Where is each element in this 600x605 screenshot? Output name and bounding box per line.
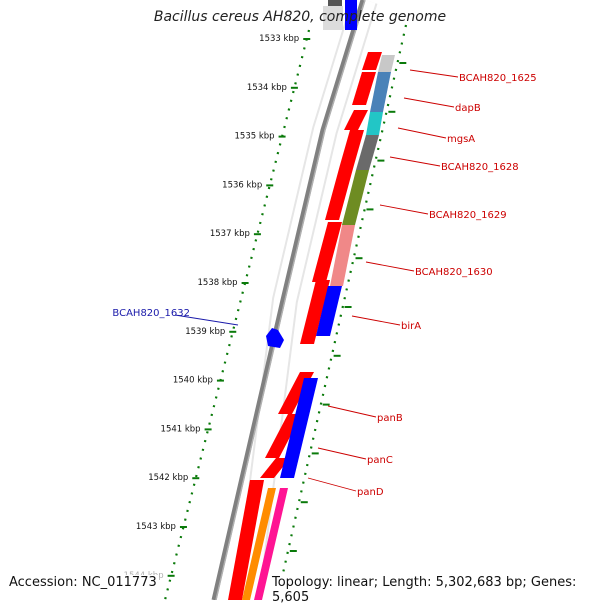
gene-label: panB	[377, 413, 403, 424]
gene-label: mgsA	[447, 134, 475, 145]
tick-label: 1536 kbp	[222, 180, 262, 190]
label-leader-line	[174, 314, 239, 326]
red-gene-arrow	[340, 130, 364, 165]
top-feature-grey	[323, 6, 343, 30]
tick-label: 1539 kbp	[185, 327, 225, 337]
tick-label: 1540 kbp	[173, 376, 213, 386]
label-leader-line	[317, 447, 367, 460]
topology-text: Topology: linear; Length: 5,302,683 bp; …	[270, 575, 600, 605]
gene-label: BCAH820_1632	[112, 308, 190, 319]
label-leader-line	[389, 156, 441, 167]
tick-label: 1542 kbp	[148, 473, 188, 483]
label-leader-line	[365, 261, 415, 272]
annotation-track-segment	[366, 112, 383, 135]
annotation-track-segment	[342, 170, 369, 225]
label-leader-line	[397, 127, 447, 139]
red-gene-arrow	[362, 52, 382, 70]
tick-label: 1533 kbp	[259, 34, 299, 44]
red-gene-arrow	[344, 110, 368, 130]
blue-gene-block	[316, 286, 342, 336]
label-leader-line	[409, 69, 459, 78]
label-leader-line	[379, 204, 429, 215]
label-leader-line	[327, 405, 377, 418]
gene-label: BCAH820_1628	[441, 162, 519, 173]
annotation-track-segment	[378, 55, 395, 72]
backbone-highlight	[215, 0, 366, 600]
top-feature-blue	[345, 0, 357, 30]
feature-tracks	[228, 0, 395, 600]
red-gene-arrow	[228, 480, 264, 600]
backbone-line	[211, 0, 366, 600]
blue-gene-small	[266, 328, 284, 348]
accession-text: Accession: NC_011773	[7, 575, 159, 590]
tick-label: 1535 kbp	[235, 132, 275, 142]
label-leader-line	[403, 97, 455, 108]
gene-labels: BCAH820_1625 dapB mgsA BCAH820_1628 BCAH820_…	[112, 69, 537, 498]
pink-track	[254, 488, 288, 600]
guide-lines	[163, 0, 408, 600]
annotation-track-segment	[356, 135, 379, 170]
red-gene-arrow	[260, 458, 290, 478]
tick-label: 1537 kbp	[210, 229, 250, 239]
gene-label: BCAH820_1625	[459, 73, 537, 84]
red-gene-arrow	[325, 165, 354, 220]
tick-label: 1543 kbp	[136, 522, 176, 532]
red-gene-arrow	[300, 280, 330, 344]
gene-label: dapB	[455, 103, 481, 114]
tick-label: 1538 kbp	[198, 278, 238, 288]
gene-label: panC	[367, 455, 393, 466]
gene-label: birA	[401, 321, 421, 332]
red-gene-arrow	[312, 222, 342, 282]
gene-label: panD	[357, 487, 384, 498]
blue-gene-block	[280, 378, 318, 478]
annotation-track-segment	[370, 72, 391, 112]
gene-label: BCAH820_1629	[429, 210, 507, 221]
label-leader-line	[307, 477, 357, 492]
map-title: Bacillus cereus AH820, complete genome	[153, 9, 447, 25]
red-gene-arrow	[352, 72, 376, 105]
annotation-track-segment	[330, 225, 355, 286]
top-feature-dark	[328, 0, 342, 6]
orange-track	[242, 488, 276, 600]
label-leader-line	[351, 315, 401, 326]
gene-label: BCAH820_1630	[415, 267, 493, 278]
tick-label: 1541 kbp	[161, 424, 201, 434]
tick-label: 1534 kbp	[247, 83, 287, 93]
